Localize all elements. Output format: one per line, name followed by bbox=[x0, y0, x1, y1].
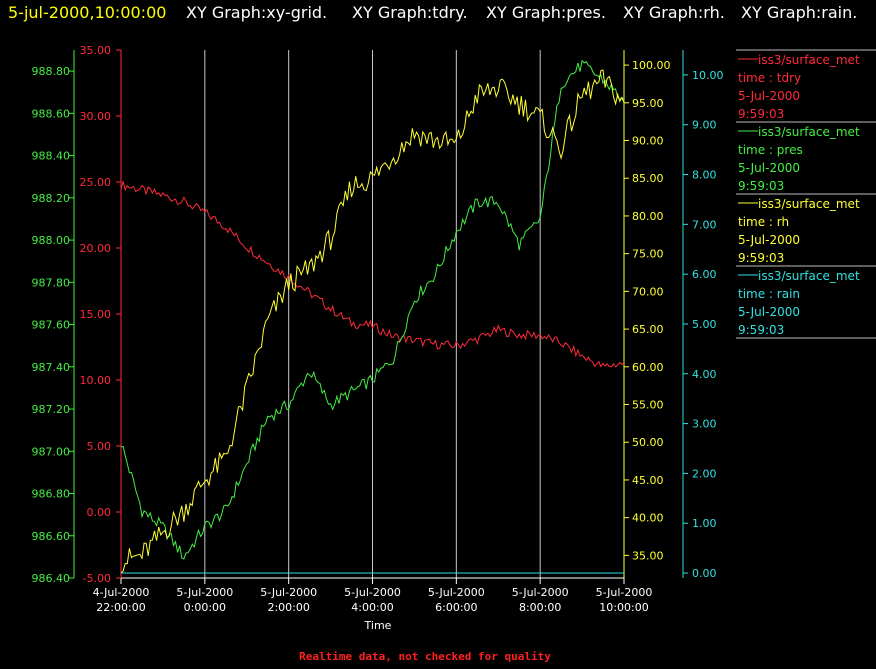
rain-tick-label: 7.00 bbox=[692, 218, 717, 231]
x-tick-label-time: 2:00:00 bbox=[267, 601, 309, 614]
pres-tick-label: 986.60 bbox=[32, 530, 71, 543]
rh-tick-label: 70.00 bbox=[632, 285, 664, 298]
tdry-tick-label: 5.00 bbox=[87, 440, 112, 453]
grid-lines bbox=[204, 50, 541, 578]
x-tick-label-date: 4-Jul-2000 bbox=[93, 586, 150, 599]
x-tick-label-date: 5-Jul-2000 bbox=[428, 586, 485, 599]
series-line-pres bbox=[120, 59, 625, 560]
header-graph-rh: XY Graph:rh. bbox=[623, 3, 725, 22]
rh-tick-label: 35.00 bbox=[632, 549, 664, 562]
legend-text: time : pres bbox=[738, 143, 803, 157]
x-tick-label-time: 0:00:00 bbox=[184, 601, 226, 614]
tdry-tick-label: -5.00 bbox=[83, 572, 111, 585]
tdry-tick-label: 10.00 bbox=[80, 374, 112, 387]
axes: 4-Jul-2000 22:00:00 5-Jul-2000 0:00:00 5-Jul… bbox=[32, 44, 724, 614]
pres-tick-label: 986.40 bbox=[32, 572, 71, 585]
header-timestamp: 5-jul-2000,10:00:00 bbox=[8, 3, 166, 22]
x-tick-label-time: 10:00:00 bbox=[599, 601, 648, 614]
rh-tick-label: 55.00 bbox=[632, 399, 664, 412]
rh-tick-label: 90.00 bbox=[632, 135, 664, 148]
rain-tick-label: 10.00 bbox=[692, 69, 724, 82]
rain-tick-label: 3.00 bbox=[692, 418, 717, 431]
pres-tick-label: 986.80 bbox=[32, 488, 71, 501]
tdry-tick-label: 15.00 bbox=[80, 308, 112, 321]
legend-text: 5-Jul-2000 bbox=[738, 305, 800, 319]
header-graph-xy-grid: XY Graph:xy-grid. bbox=[186, 3, 327, 22]
legend-text: 9:59:03 bbox=[738, 323, 784, 337]
legend-text: 9:59:03 bbox=[738, 179, 784, 193]
rh-tick-label: 75.00 bbox=[632, 248, 664, 261]
legend-text: time : rh bbox=[738, 215, 789, 229]
pres-tick-label: 988.40 bbox=[32, 150, 71, 163]
legend-text: iss3/surface_met bbox=[758, 269, 860, 283]
rain-tick-label: 8.00 bbox=[692, 169, 717, 182]
pres-tick-label: 988.00 bbox=[32, 234, 71, 247]
pres-tick-label: 987.40 bbox=[32, 361, 71, 374]
legend-text: iss3/surface_met bbox=[758, 197, 860, 211]
x-tick-label-time: 6:00:00 bbox=[435, 601, 477, 614]
legend-text: 5-Jul-2000 bbox=[738, 161, 800, 175]
series-line-tdry bbox=[120, 181, 625, 368]
tdry-tick-label: 20.00 bbox=[80, 242, 112, 255]
x-tick-label-date: 5-Jul-2000 bbox=[596, 586, 653, 599]
tdry-tick-label: 30.00 bbox=[80, 110, 112, 123]
legend-text: 5-Jul-2000 bbox=[738, 89, 800, 103]
pres-tick-label: 987.60 bbox=[32, 319, 71, 332]
rain-tick-label: 5.00 bbox=[692, 318, 717, 331]
x-tick-label-time: 4:00:00 bbox=[351, 601, 393, 614]
header-graph-rain: XY Graph:rain. bbox=[741, 3, 857, 22]
tdry-tick-label: 0.00 bbox=[87, 506, 112, 519]
legend-text: iss3/surface_met bbox=[758, 125, 860, 139]
legend-text: time : rain bbox=[738, 287, 800, 301]
series-lines bbox=[120, 59, 625, 574]
rh-tick-label: 100.00 bbox=[632, 59, 671, 72]
x-axis-label: Time bbox=[364, 619, 392, 632]
series-line-rh bbox=[120, 69, 625, 574]
legend-text: time : tdry bbox=[738, 71, 801, 85]
rh-tick-label: 80.00 bbox=[632, 210, 664, 223]
x-tick-label-date: 5-Jul-2000 bbox=[260, 586, 317, 599]
pres-tick-label: 988.80 bbox=[32, 65, 71, 78]
tdry-tick-label: 25.00 bbox=[80, 176, 112, 189]
rain-tick-label: 0.00 bbox=[692, 567, 717, 580]
header-graph-pres: XY Graph:pres. bbox=[486, 3, 606, 22]
rh-tick-label: 40.00 bbox=[632, 512, 664, 525]
rain-tick-label: 9.00 bbox=[692, 119, 717, 132]
pres-tick-label: 988.60 bbox=[32, 107, 71, 120]
tdry-tick-label: 35.00 bbox=[80, 44, 112, 57]
header-graph-tdry: XY Graph:tdry. bbox=[352, 3, 468, 22]
rh-tick-label: 65.00 bbox=[632, 323, 664, 336]
rh-tick-label: 50.00 bbox=[632, 436, 664, 449]
footer-note: Realtime data, not checked for quality bbox=[299, 650, 551, 663]
rain-tick-label: 6.00 bbox=[692, 268, 717, 281]
x-tick-label-date: 5-Jul-2000 bbox=[344, 586, 401, 599]
legend-text: 9:59:03 bbox=[738, 107, 784, 121]
x-tick-label-time: 22:00:00 bbox=[96, 601, 145, 614]
pres-tick-label: 988.20 bbox=[32, 192, 71, 205]
x-tick-label-time: 8:00:00 bbox=[519, 601, 561, 614]
rh-tick-label: 45.00 bbox=[632, 474, 664, 487]
rain-tick-label: 4.00 bbox=[692, 368, 717, 381]
rh-tick-label: 95.00 bbox=[632, 97, 664, 110]
legend-text: iss3/surface_met bbox=[758, 53, 860, 67]
pres-tick-label: 987.80 bbox=[32, 276, 71, 289]
x-tick-label-date: 5-Jul-2000 bbox=[512, 586, 569, 599]
x-tick-label-date: 5-Jul-2000 bbox=[176, 586, 233, 599]
pres-tick-label: 987.00 bbox=[32, 445, 71, 458]
legend-text: 5-Jul-2000 bbox=[738, 233, 800, 247]
rh-tick-label: 85.00 bbox=[632, 172, 664, 185]
pres-tick-label: 987.20 bbox=[32, 403, 71, 416]
rain-tick-label: 1.00 bbox=[692, 517, 717, 530]
rh-tick-label: 60.00 bbox=[632, 361, 664, 374]
rain-tick-label: 2.00 bbox=[692, 467, 717, 480]
legend-text: 9:59:03 bbox=[738, 251, 784, 265]
